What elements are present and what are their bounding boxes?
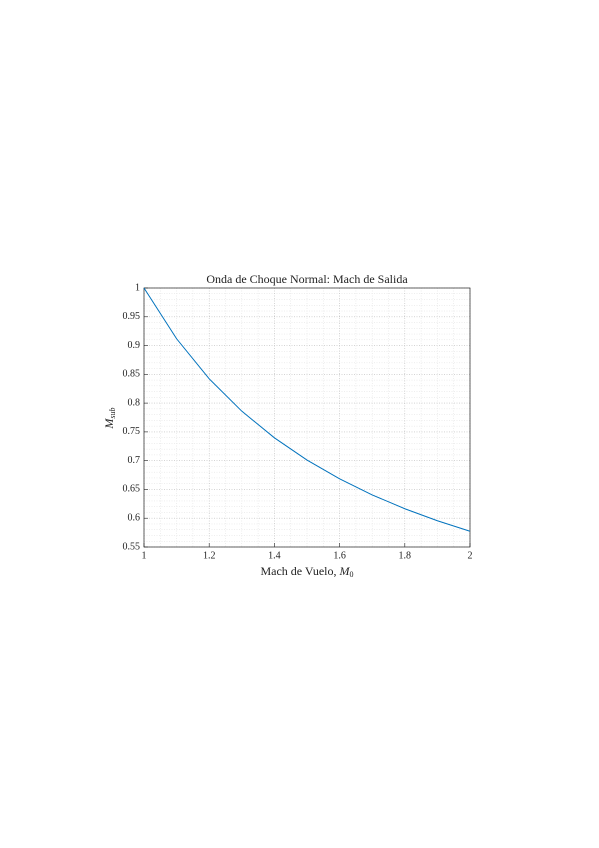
x-label-subscript: 0 — [350, 570, 354, 579]
x-tick-label: 1.6 — [333, 550, 346, 561]
y-tick-label: 0.95 — [123, 311, 141, 322]
x-label-text: Mach de Vuelo, — [260, 564, 339, 578]
y-label-subscript: sub — [108, 407, 117, 418]
x-tick-label: 1.2 — [203, 550, 216, 561]
x-label-symbol: M — [339, 564, 351, 578]
chart-title: Onda de Choque Normal: Mach de Salida — [206, 272, 408, 286]
y-label-symbol: M — [102, 418, 116, 430]
y-tick-label: 0.9 — [128, 340, 141, 351]
y-axis-label: Msub — [102, 407, 117, 429]
x-tick-label: 1.8 — [399, 550, 412, 561]
x-tick-label: 1 — [142, 550, 147, 561]
y-tick-label: 0.8 — [128, 397, 141, 408]
plot-frame — [143, 287, 471, 548]
x-tick-label: 2 — [468, 550, 473, 561]
y-tick-label: 0.75 — [123, 426, 141, 437]
data-line — [143, 287, 471, 532]
y-tick-label: 0.6 — [128, 513, 141, 524]
y-tick-label: 0.55 — [123, 541, 141, 552]
y-tick-label: 0.85 — [123, 369, 141, 380]
y-tick-label: 0.7 — [128, 455, 141, 466]
y-tick-label: 1 — [135, 282, 140, 293]
x-axis-label: Mach de Vuelo, M0 — [260, 564, 353, 579]
x-tick-label: 1.4 — [268, 550, 281, 561]
y-tick-label: 0.65 — [123, 484, 141, 495]
